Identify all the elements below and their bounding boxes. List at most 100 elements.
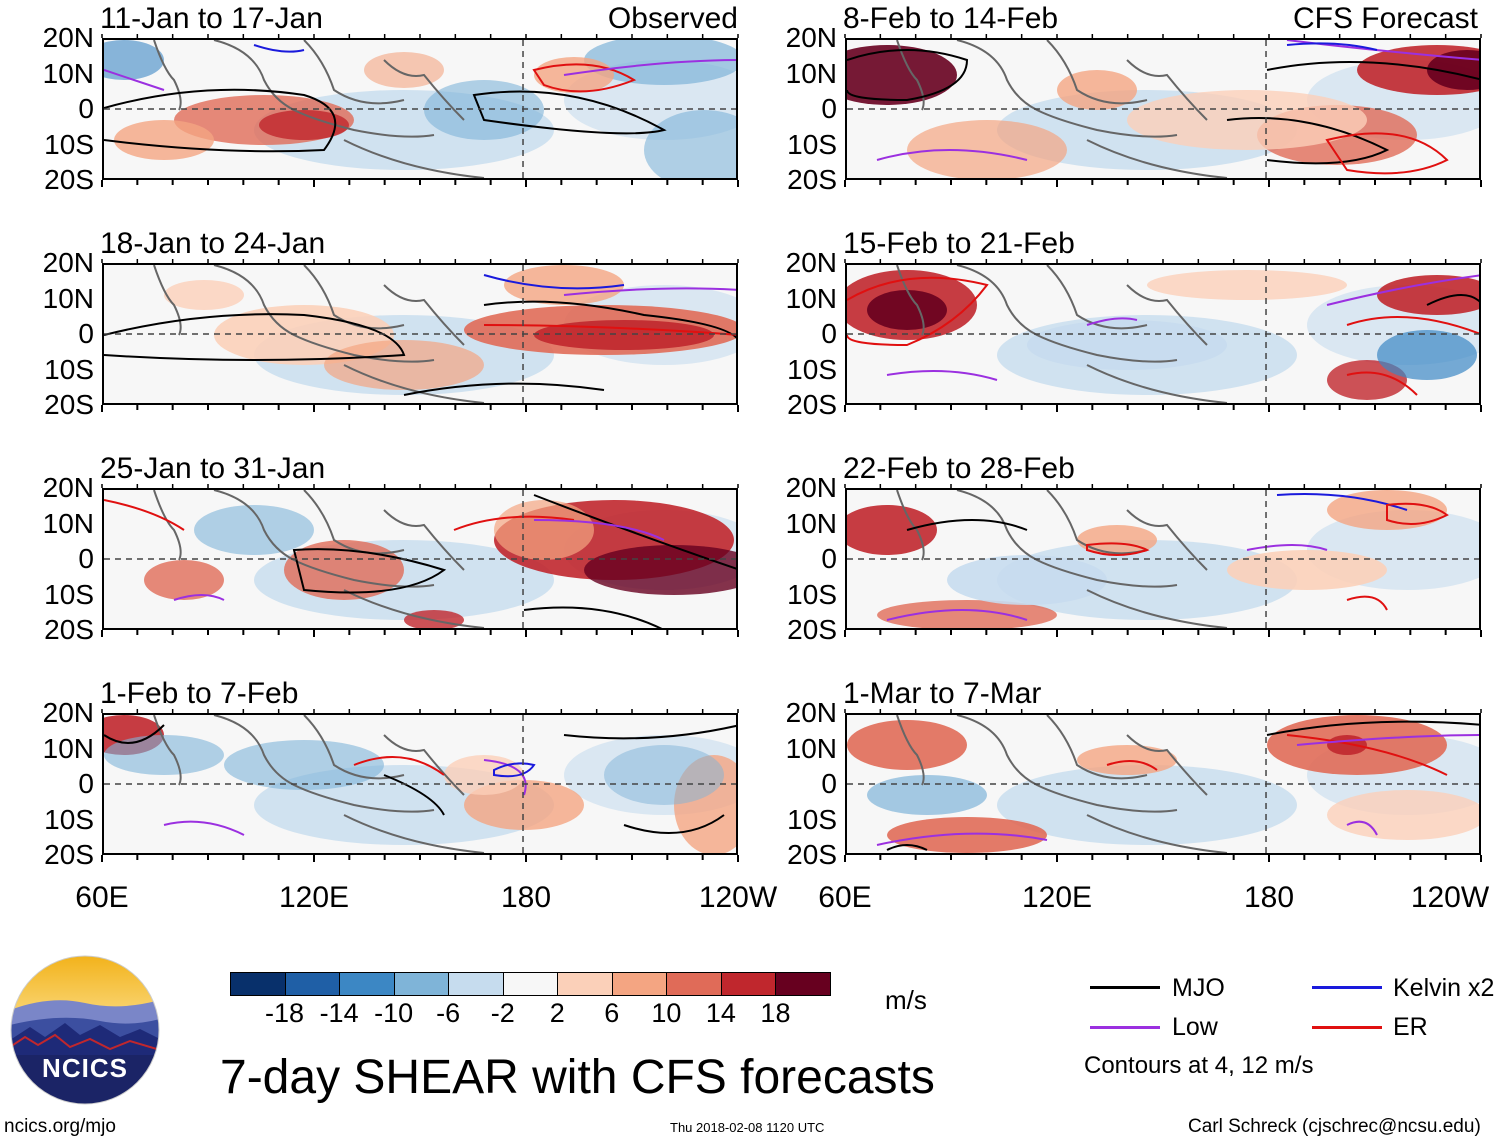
panel-title: 22-Feb to 28-Feb	[843, 452, 1075, 485]
shear-map	[102, 38, 738, 180]
colorbar-swatch	[611, 972, 668, 996]
footer-credit: Carl Schreck (cjschrec@ncsu.edu)	[1188, 1116, 1481, 1137]
panel-title: 8-Feb to 14-Feb	[843, 2, 1059, 35]
latitude-label: 20N	[785, 22, 837, 53]
latitude-label: 20N	[785, 247, 837, 278]
colorbar-label: -2	[490, 998, 515, 1028]
colorbar-label: -18	[265, 998, 305, 1028]
longitude-label: 60E	[818, 881, 872, 914]
legend-contour-note: Contours at 4, 12 m/s	[1084, 1052, 1314, 1079]
colorbar-label: -14	[319, 998, 359, 1028]
latitude-label: 10S	[787, 128, 837, 160]
latitude-label: 10N	[785, 732, 837, 764]
footer-timestamp: Thu 2018-02-08 1120 UTC	[670, 1120, 825, 1135]
latitude-label: 20S	[787, 389, 837, 420]
colorbar-swatch	[720, 972, 777, 996]
latitude-label: 20N	[42, 22, 94, 53]
colorbar-swatch	[339, 972, 395, 996]
colorbar-units: m/s	[885, 985, 927, 1015]
shear-map	[845, 263, 1481, 405]
latitude-label: 0	[821, 543, 837, 574]
latitude-label: 10N	[785, 57, 837, 89]
colorbar-label: -6	[436, 998, 461, 1028]
latitude-label: 20S	[44, 389, 94, 420]
legend-er-label: ER	[1393, 1013, 1428, 1041]
latitude-label: 0	[78, 318, 94, 349]
latitude-label: 0	[821, 768, 837, 799]
latitude-label: 20N	[785, 697, 837, 728]
colorbar-label: 14	[705, 998, 736, 1028]
latitude-label: 20S	[787, 164, 837, 195]
shear-map	[102, 263, 738, 405]
latitude-label: 10S	[44, 803, 94, 835]
shear-map	[102, 713, 738, 855]
shear-map	[845, 488, 1481, 630]
panel-title: 18-Jan to 24-Jan	[100, 227, 326, 260]
legend-mjo-label: MJO	[1172, 974, 1225, 1002]
colorbar-swatch	[557, 972, 613, 996]
longitude-label: 60E	[75, 881, 129, 914]
latitude-label: 20S	[787, 614, 837, 645]
latitude-label: 0	[821, 93, 837, 124]
latitude-label: 10S	[44, 128, 94, 160]
latitude-label: 10N	[42, 57, 94, 89]
latitude-label: 10S	[44, 578, 94, 610]
latitude-label: 10N	[42, 282, 94, 314]
colorbar-label: 18	[760, 998, 791, 1028]
latitude-label: 10N	[785, 282, 837, 314]
latitude-label: 10S	[787, 353, 837, 385]
colorbar-label: 10	[651, 998, 682, 1028]
panel-title: 1-Feb to 7-Feb	[100, 677, 299, 710]
shear-map	[102, 488, 738, 630]
panel-title: 11-Jan to 17-Jan	[100, 2, 323, 35]
colorbar-label: 6	[604, 998, 620, 1028]
colorbar-label: -10	[374, 998, 414, 1028]
observed-label: Observed	[607, 2, 738, 35]
longitude-label: 180	[1243, 881, 1295, 914]
latitude-label: 20N	[42, 247, 94, 278]
colorbar-swatch	[666, 972, 722, 996]
latitude-label: 20N	[42, 472, 94, 503]
colorbar-swatch	[448, 972, 504, 996]
main-title: 7-day SHEAR with CFS forecasts	[220, 1051, 935, 1104]
shear-map	[845, 38, 1481, 180]
latitude-label: 20S	[787, 839, 837, 870]
latitude-label: 20S	[44, 614, 94, 645]
colorbar-swatch	[502, 972, 559, 996]
longitude-label: 120W	[698, 881, 778, 914]
latitude-label: 10N	[42, 732, 94, 764]
legend-kelvin-label: Kelvin x2	[1393, 974, 1495, 1002]
latitude-label: 20N	[42, 697, 94, 728]
footer-url: ncics.org/mjo	[4, 1116, 116, 1137]
colorbar-swatch	[230, 972, 286, 996]
latitude-label: 10S	[44, 353, 94, 385]
ncics-logo-text: NCICS	[42, 1053, 128, 1083]
latitude-label: 20S	[44, 164, 94, 195]
shear-map	[845, 713, 1481, 855]
cfs-forecast-label: CFS Forecast	[1292, 2, 1478, 35]
latitude-label: 0	[821, 318, 837, 349]
legend-low-line	[1090, 1026, 1160, 1029]
longitude-label: 180	[500, 881, 552, 914]
colorbar-label: 2	[549, 998, 565, 1028]
legend-kelvin-line	[1312, 986, 1382, 989]
latitude-label: 10N	[785, 507, 837, 539]
panel-title: 25-Jan to 31-Jan	[100, 452, 326, 485]
latitude-label: 0	[78, 768, 94, 799]
colorbar-swatch	[393, 972, 450, 996]
latitude-label: 0	[78, 543, 94, 574]
panel-title: 15-Feb to 21-Feb	[843, 227, 1075, 260]
panel-title: 1-Mar to 7-Mar	[843, 677, 1042, 710]
latitude-label: 0	[78, 93, 94, 124]
latitude-label: 20S	[44, 839, 94, 870]
legend-mjo-line	[1090, 986, 1160, 989]
latitude-label: 10N	[42, 507, 94, 539]
longitude-label: 120E	[1021, 881, 1093, 914]
longitude-label: 120W	[1410, 881, 1490, 914]
colorbar-swatch	[775, 972, 831, 996]
latitude-label: 10S	[787, 578, 837, 610]
colorbar-swatch	[284, 972, 341, 996]
legend-er-line	[1312, 1026, 1382, 1029]
ncics-logo: NCICS	[10, 955, 160, 1105]
legend-low-label: Low	[1172, 1013, 1218, 1041]
